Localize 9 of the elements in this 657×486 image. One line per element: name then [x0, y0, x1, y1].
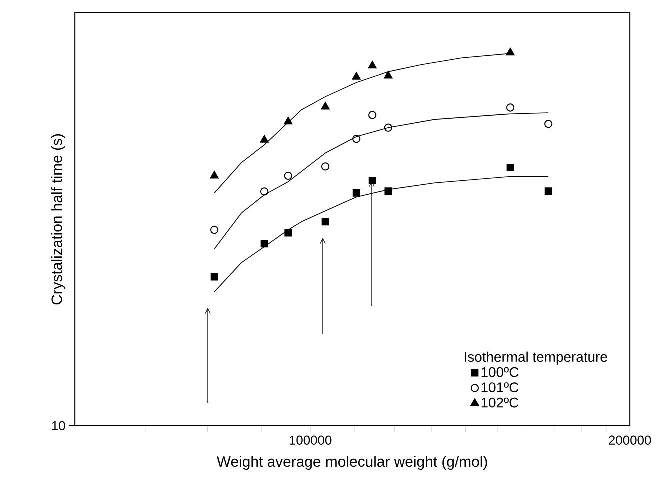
text: 10: [52, 421, 66, 431]
legend-label: 100ºC: [482, 367, 519, 378]
legend-label: 101ºC: [482, 382, 519, 393]
y-axis-title: Crystalization half time (s): [51, 134, 66, 305]
x-tick-label: 200000: [609, 436, 652, 445]
legend-label: 102ºC: [482, 398, 519, 408]
legend-title: Isothermal temperature: [465, 352, 608, 365]
x-tick-label: 100000: [290, 436, 332, 445]
x-axis-title: Weight average molecular weight (g/mol): [216, 456, 488, 470]
